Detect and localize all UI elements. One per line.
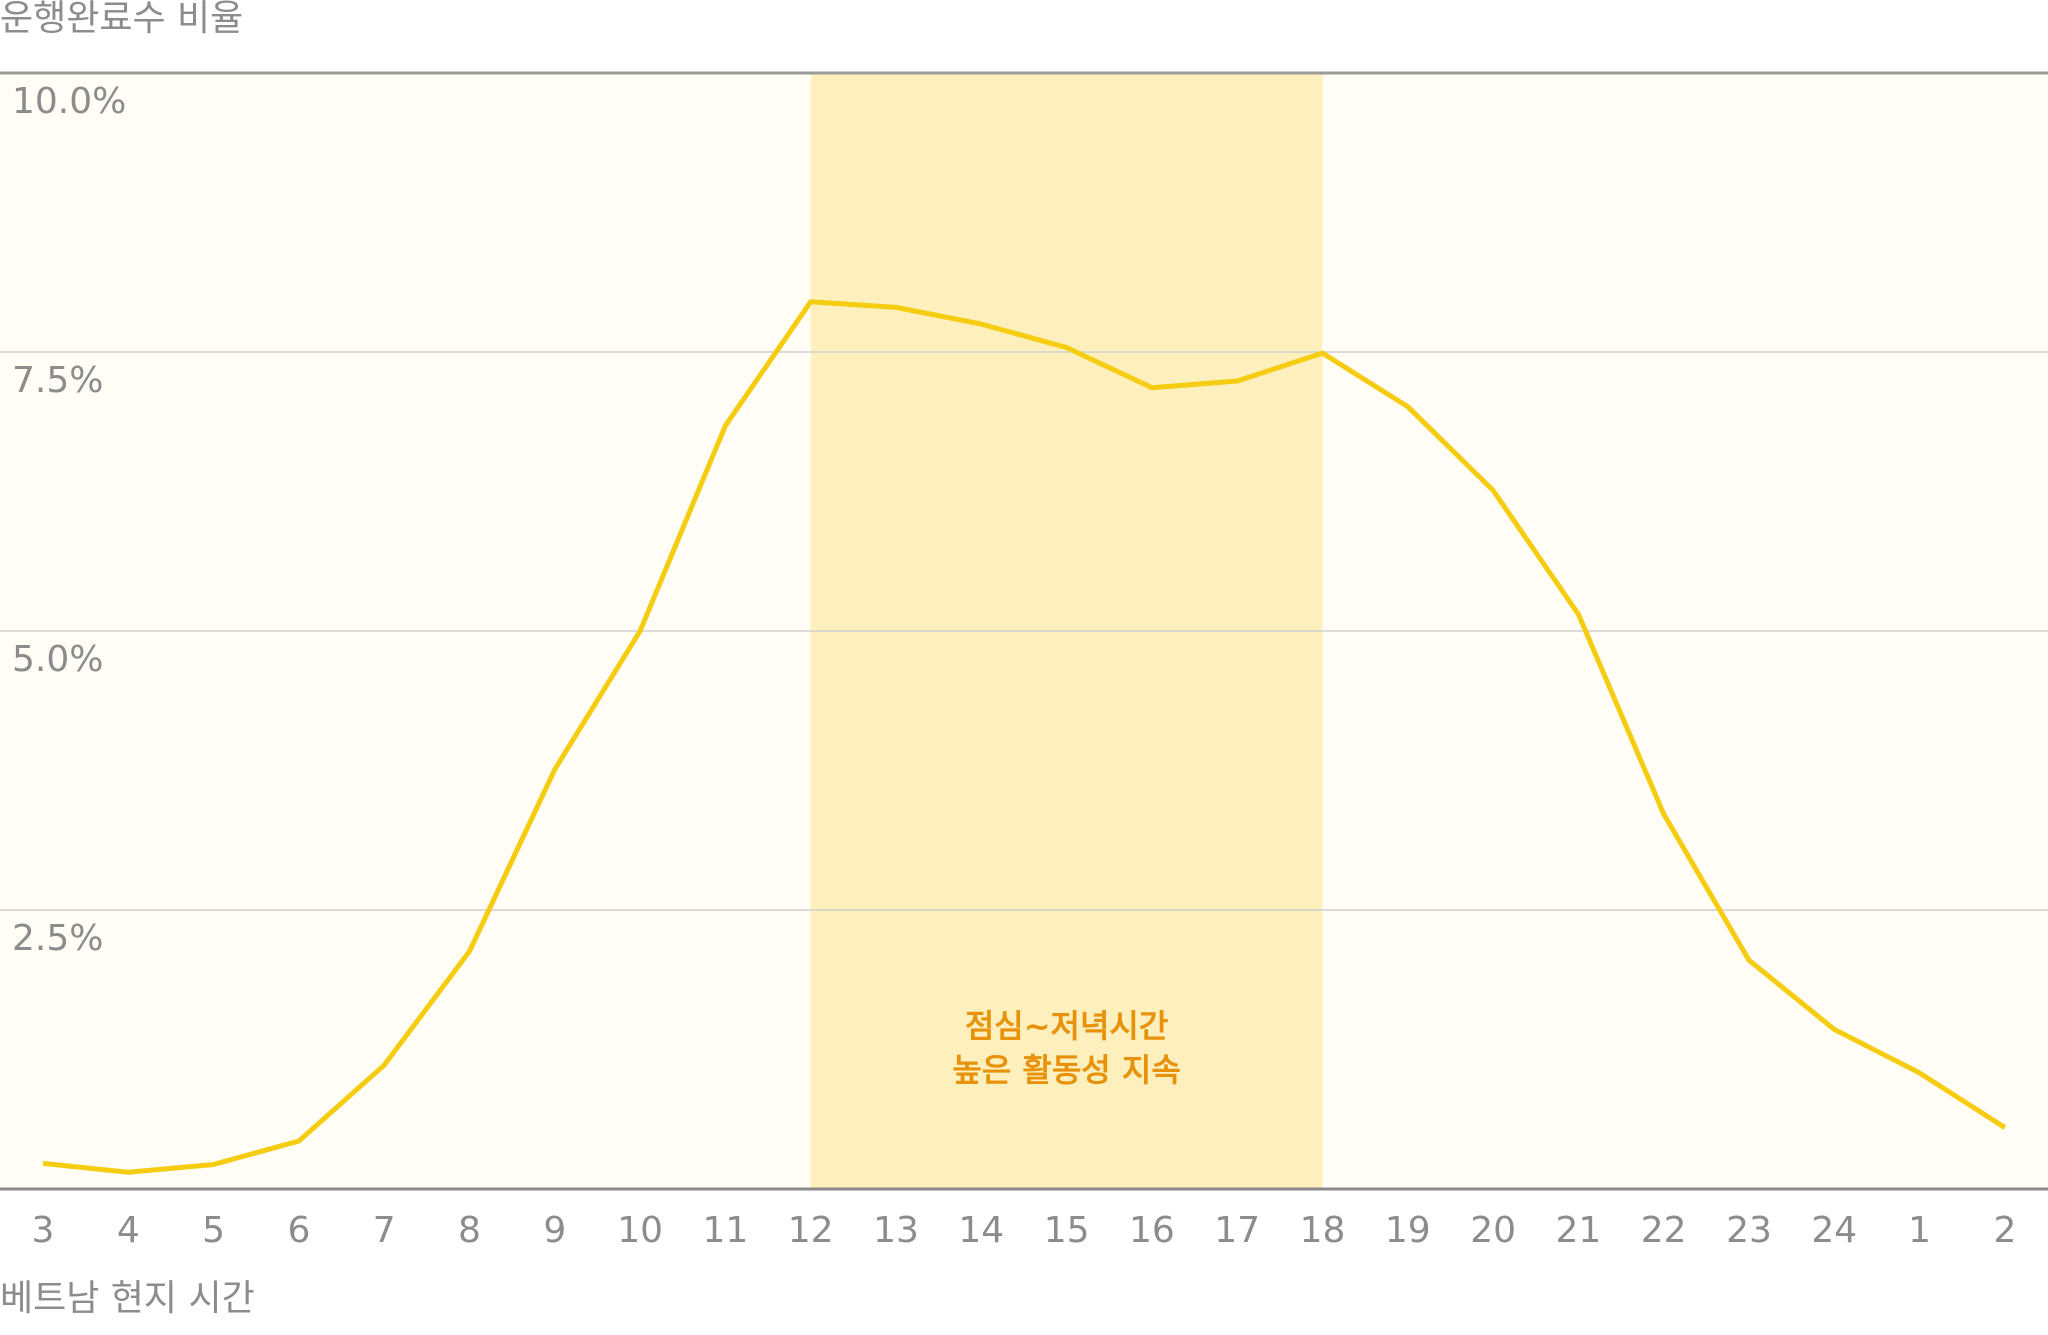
x-tick-label: 19	[1385, 1210, 1431, 1251]
x-tick-label: 13	[873, 1210, 919, 1251]
y-tick-label: 10.0%	[12, 81, 126, 122]
x-tick-label: 24	[1811, 1210, 1857, 1251]
x-tick-label: 15	[1044, 1210, 1090, 1251]
x-tick-label: 1	[1908, 1210, 1931, 1251]
data-line	[42, 299, 2007, 1175]
annotation: 높은 활동성 지속	[952, 1051, 1180, 1089]
x-tick-label: 10	[617, 1210, 663, 1251]
x-tick-label: 20	[1470, 1210, 1516, 1251]
x-tick-label: 22	[1641, 1210, 1687, 1251]
x-tick-label: 2	[1993, 1210, 2016, 1251]
x-tick-label: 4	[117, 1210, 140, 1251]
x-tick-label: 7	[373, 1210, 396, 1251]
annotation: 점심~저녁시간	[965, 1007, 1168, 1045]
x-tick-label: 14	[958, 1210, 1004, 1251]
y-tick-label: 7.5%	[12, 360, 103, 401]
x-axis-title: 베트남 현지 시간	[0, 1278, 255, 1319]
x-tick-label: 6	[287, 1210, 310, 1251]
x-tick-label: 23	[1726, 1210, 1772, 1251]
x-tick-label: 17	[1214, 1210, 1260, 1251]
y-tick-label: 5.0%	[12, 639, 103, 680]
x-tick-label: 8	[458, 1210, 481, 1251]
y-tick-label: 2.5%	[12, 918, 103, 959]
y-axis-title: 운행완료수 비율	[0, 0, 243, 39]
x-tick-label: 11	[702, 1210, 748, 1251]
x-tick-label: 18	[1300, 1210, 1346, 1251]
x-tick-label: 9	[543, 1210, 566, 1251]
x-tick-label: 12	[788, 1210, 834, 1251]
x-tick-label: 16	[1129, 1210, 1175, 1251]
x-tick-label: 21	[1555, 1210, 1601, 1251]
x-tick-label: 3	[32, 1210, 55, 1251]
x-tick-label: 5	[202, 1210, 225, 1251]
